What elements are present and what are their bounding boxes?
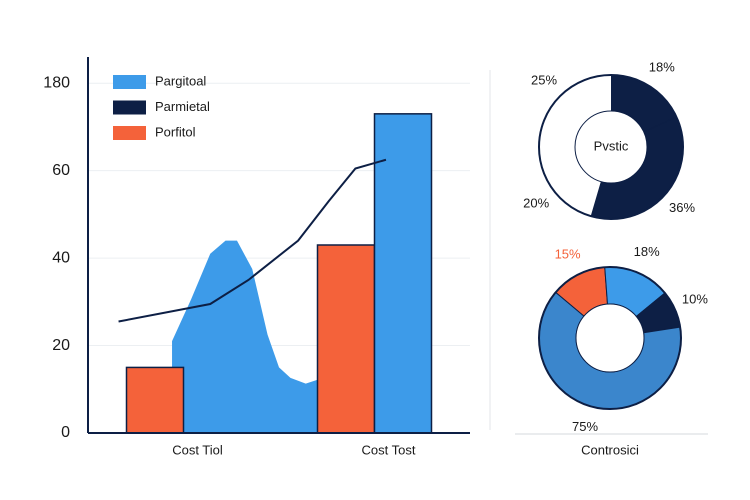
y-tick-label: 40	[52, 249, 70, 266]
line	[118, 158, 387, 323]
x-tick-label: Cost Tost	[362, 442, 416, 457]
footer-label: Controsici	[581, 442, 639, 457]
legend-swatch	[113, 75, 146, 89]
donut-outline	[538, 266, 682, 410]
slice-label: 25%	[531, 72, 557, 87]
slice-label: 15%	[555, 247, 581, 262]
donut-hole	[574, 110, 648, 184]
slice-label: 36%	[669, 200, 695, 215]
y-tick-label: 180	[43, 74, 70, 91]
legend-label: Pargitoal	[155, 73, 206, 88]
area	[172, 240, 329, 433]
y-tick-label: 60	[52, 162, 70, 179]
bar	[373, 113, 433, 434]
donut-hole	[575, 303, 645, 373]
bar	[316, 244, 376, 434]
donut-outline	[538, 74, 684, 220]
slice-label: 10%	[682, 292, 708, 307]
y-tick-label: 0	[61, 424, 70, 441]
slice-label: 18%	[649, 59, 675, 74]
bar	[125, 366, 185, 434]
legend-swatch	[113, 126, 146, 140]
legend-label: Parmietal	[155, 99, 210, 114]
center-label: Pvstic	[594, 138, 629, 153]
donut-slice	[539, 75, 611, 149]
slice-label: 18%	[634, 244, 660, 259]
donut-slice	[539, 147, 601, 217]
x-tick-label: Cost Tiol	[172, 442, 223, 457]
y-tick-label: 20	[52, 337, 70, 354]
slice-label: 75%	[572, 419, 598, 434]
legend-label: Porfitol	[155, 124, 196, 139]
legend-swatch	[113, 100, 146, 115]
slice-label: 20%	[523, 195, 549, 210]
